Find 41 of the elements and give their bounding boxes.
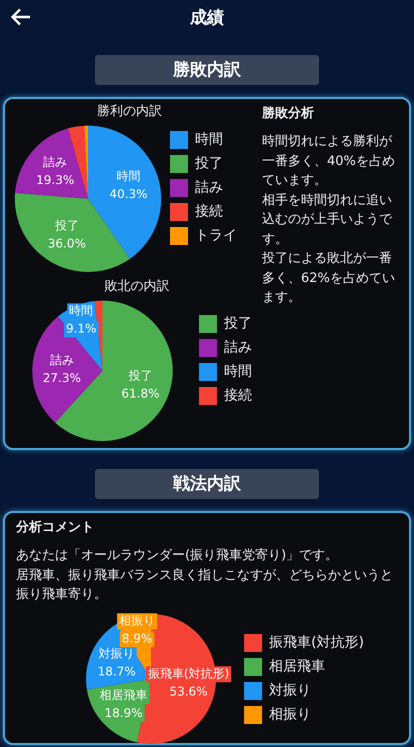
legend-label: 接続 — [224, 388, 252, 404]
slice-label: 時間 — [69, 303, 94, 318]
legend-label: 投了 — [194, 156, 223, 172]
legend-label: 相振り — [269, 706, 312, 723]
data-label: 40.3% — [109, 187, 148, 202]
slice-label: 投了 — [127, 368, 152, 383]
legend-label: 対振り — [269, 682, 312, 699]
data-label: 61.8% — [121, 386, 160, 401]
legend-label: 相居飛車 — [269, 658, 326, 675]
legend-label: 時間 — [224, 364, 252, 380]
legend-label: 時間 — [195, 132, 223, 148]
slice-label: 時間 — [116, 169, 140, 184]
legend-label: 振飛車(対抗形) — [269, 634, 364, 651]
data-label: 18.9% — [104, 706, 143, 720]
text: 勝敗分析 — [262, 105, 315, 122]
slice-label: 詰み — [43, 154, 68, 169]
text: あなたは「オールラウンダー(振り飛車党寄り)」です。 — [16, 547, 340, 565]
data-label: 36.0% — [48, 236, 86, 251]
legend-label: 詰み — [195, 180, 223, 196]
data-label: 19.3% — [36, 172, 74, 187]
slice-label: 投了 — [54, 218, 79, 233]
chart-title: 敗北の内訳 — [104, 279, 170, 294]
text: 居飛車、振り飛車バランス良く指しこなすが、どちらかというと振り飛車寄り。 — [16, 566, 394, 604]
data-label: 9.1% — [66, 321, 96, 336]
data-label: 53.6% — [169, 684, 208, 698]
data-label: 27.3% — [42, 370, 81, 385]
text: 成績 — [188, 7, 225, 29]
text: 投了による敗北が一番多く、62%を占めています。 — [262, 250, 396, 307]
slice-label: 相居飛車 — [100, 688, 148, 702]
text: 勝敗内訳 — [172, 59, 242, 81]
slice-label: 振飛車(対抗形) — [148, 666, 230, 680]
text: 相手を時間切れに追い込むのが上手いようです。 — [262, 192, 394, 248]
text: 戦法内訳 — [172, 473, 242, 495]
legend-label: 詰み — [224, 340, 252, 356]
text: 時間切れによる勝利が一番多く、40%を占めています。 — [262, 133, 396, 190]
chart-title: 勝利の内訳 — [97, 104, 162, 120]
legend-label: 投了 — [223, 316, 252, 332]
legend-label: トライ — [195, 228, 237, 244]
slice-label: 詰み — [50, 352, 74, 367]
text: 分析コメント — [16, 519, 95, 536]
legend-label: 接続 — [195, 204, 223, 220]
